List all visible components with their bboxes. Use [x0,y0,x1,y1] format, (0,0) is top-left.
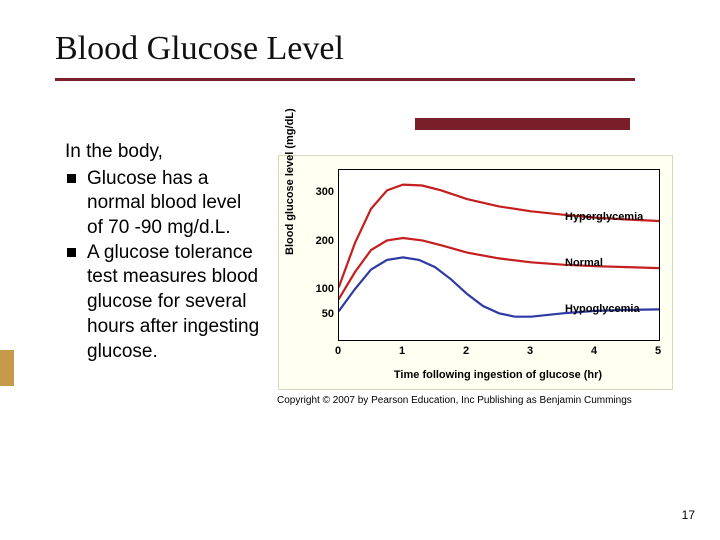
chart-series-line [339,238,659,299]
y-tick-label: 300 [308,186,334,198]
page-title: Blood Glucose Level [55,30,344,68]
x-tick-label: 5 [648,345,668,357]
body-text: In the body, Glucose has a normal blood … [65,140,260,364]
x-tick-label: 1 [392,345,412,357]
series-label: Hypoglycemia [565,303,640,315]
y-axis-label: Blood glucose level (mg/dL) [284,108,296,255]
x-tick-label: 0 [328,345,348,357]
series-label: Normal [565,257,603,269]
copyright-text: Copyright © 2007 by Pearson Education, I… [277,395,677,406]
list-item: Glucose has a normal blood level of 70 -… [65,167,260,241]
bullet-list: Glucose has a normal blood level of 70 -… [65,167,260,365]
title-rule [55,78,635,81]
list-item: A glucose tolerance test measures blood … [65,241,260,364]
chart-series-line [339,185,659,287]
plot-area [338,169,660,341]
series-label: Hyperglycemia [565,211,643,223]
x-tick-label: 2 [456,345,476,357]
body-intro: In the body, [65,140,260,165]
accent-bar [415,118,630,130]
side-tab [0,350,14,386]
slide: Blood Glucose Level In the body, Glucose… [0,0,720,540]
y-tick-label: 200 [308,235,334,247]
page-number: 17 [682,508,695,522]
glucose-chart: Blood glucose level (mg/dL) 50100200300 … [278,155,673,390]
x-tick-label: 3 [520,345,540,357]
y-tick-label: 50 [308,308,334,320]
x-axis-label: Time following ingestion of glucose (hr) [338,369,658,381]
y-tick-label: 100 [308,283,334,295]
x-tick-label: 4 [584,345,604,357]
